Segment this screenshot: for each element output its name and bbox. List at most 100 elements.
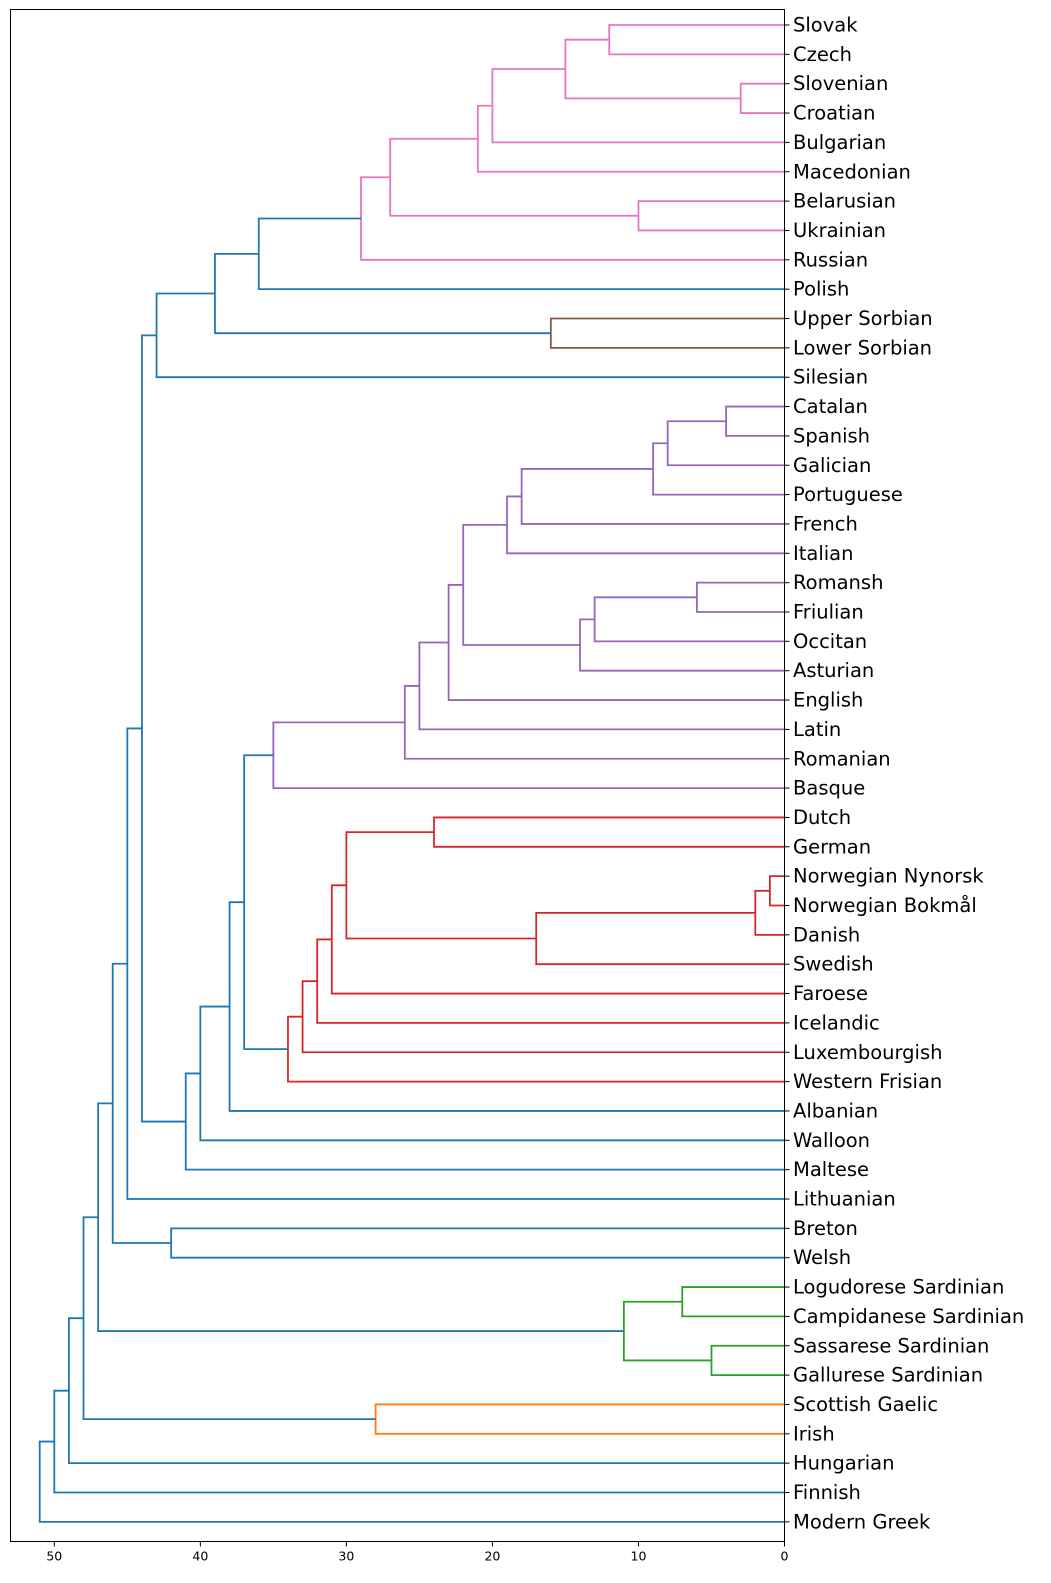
leaf-label-albanian: Albanian — [793, 1099, 878, 1122]
dendrogram-link-d6 — [330, 884, 785, 995]
leaf-label-slovenian: Slovenian — [793, 72, 888, 95]
leaf-label-norwegian-nynorsk: Norwegian Nynorsk — [793, 865, 984, 888]
dendrogram-link-h4 — [53, 1389, 785, 1494]
x-tick-label: 30 — [338, 1549, 354, 1564]
dendrogram-link-b1 — [725, 405, 785, 437]
leaf-label-friulian: Friulian — [793, 601, 864, 624]
dendrogram-link-e2 — [228, 901, 785, 1112]
dendrogram-link-h2 — [82, 1216, 376, 1421]
leaf-label-polish: Polish — [793, 278, 849, 301]
dendrogram-link-d8 — [301, 980, 785, 1054]
dendrogram-link-d2 — [768, 875, 785, 907]
dendrogram-link-g2 — [710, 1344, 785, 1376]
dendrogram-link-g3 — [622, 1300, 712, 1362]
leaf-label-russian: Russian — [793, 248, 868, 271]
dendrogram-link-a3 — [564, 38, 741, 100]
leaf-label-campidanese-sardinian: Campidanese Sardinian — [793, 1305, 1024, 1328]
leaf-label-luxembourgish: Luxembourgish — [793, 1041, 942, 1064]
dendrogram-link-f1 — [170, 1227, 785, 1259]
leaf-label-italian: Italian — [793, 542, 854, 565]
leaf-labels: Slovak Czech Slovenian Croatian Bulgarian Mac… — [784, 14, 1024, 1533]
leaf-label-ukrainian: Ukrainian — [793, 219, 886, 242]
leaf-label-czech: Czech — [793, 43, 852, 66]
leaf-label-english: English — [793, 689, 863, 712]
x-axis: 50 40 30 20 10 0 — [46, 1541, 789, 1564]
dendrogram-link-a4 — [491, 68, 785, 144]
leaf-label-logudorese-sardinian: Logudorese Sardinian — [793, 1276, 1004, 1299]
dendrogram-link-b10 — [447, 584, 785, 701]
leaf-label-danish: Danish — [793, 923, 860, 946]
dendrogram-link-h1 — [374, 1403, 785, 1435]
leaf-label-modern-greek: Modern Greek — [793, 1510, 931, 1533]
leaf-label-faroese: Faroese — [793, 982, 868, 1005]
leaf-label-slovak: Slovak — [793, 14, 858, 37]
leaf-label-sassarese-sardinian: Sassarese Sardinian — [793, 1334, 989, 1357]
dendrogram-link-a12 — [155, 292, 785, 379]
leaf-label-silesian: Silesian — [793, 366, 868, 389]
dendrogram-link-d5 — [345, 831, 537, 940]
leaf-label-galician: Galician — [793, 454, 871, 477]
leaf-label-german: German — [793, 835, 871, 858]
dendrogram-link-a11 — [214, 252, 551, 335]
leaf-label-walloon: Walloon — [793, 1129, 870, 1152]
leaf-label-irish: Irish — [793, 1422, 835, 1445]
dendrogram-link-d7 — [316, 938, 785, 1024]
dendrogram-link-g1 — [681, 1286, 785, 1318]
dendrogram-links — [38, 24, 785, 1523]
leaf-label-latin: Latin — [793, 718, 841, 741]
x-tick-label: 0 — [781, 1549, 789, 1564]
leaf-label-swedish: Swedish — [793, 953, 874, 976]
leaf-label-macedonian: Macedonian — [793, 160, 911, 183]
dendrogram-link-a2 — [739, 82, 785, 114]
x-tick-label: 20 — [484, 1549, 500, 1564]
leaf-label-portuguese: Portuguese — [793, 483, 903, 506]
dendrogram-link-e4 — [184, 1072, 785, 1171]
dendrogram-link-b3 — [652, 442, 785, 496]
dendrogram-link-b11 — [418, 641, 785, 731]
leaf-label-western-frisian: Western Frisian — [793, 1070, 942, 1093]
dendrogram-link-d1 — [433, 816, 785, 848]
leaf-label-catalan: Catalan — [793, 395, 868, 418]
leaf-label-romanian: Romanian — [793, 747, 891, 770]
dendrogram-link-b12 — [403, 685, 785, 760]
leaf-label-icelandic: Icelandic — [793, 1011, 880, 1034]
dendrogram-link-a8 — [360, 176, 785, 261]
leaf-label-upper-sorbian: Upper Sorbian — [793, 307, 933, 330]
dendrogram-link-h3 — [68, 1317, 785, 1465]
dendrogram-link-a10 — [549, 317, 785, 349]
leaf-label-maltese: Maltese — [793, 1158, 869, 1181]
leaf-label-spanish: Spanish — [793, 424, 870, 447]
dendrogram-link-b2 — [666, 420, 785, 467]
dendrogram-link-b6 — [695, 581, 785, 613]
leaf-label-scottish-gaelic: Scottish Gaelic — [793, 1393, 938, 1416]
dendrogram-link-e5 — [141, 334, 186, 1123]
dendrogram-link-a9 — [257, 217, 785, 291]
leaf-label-belarusian: Belarusian — [793, 190, 896, 213]
leaf-label-finnish: Finnish — [793, 1481, 861, 1504]
x-tick-label: 50 — [46, 1549, 62, 1564]
leaf-label-romansh: Romansh — [793, 571, 883, 594]
dendrogram-link-b13 — [272, 721, 785, 789]
leaf-label-gallurese-sardinian: Gallurese Sardinian — [793, 1364, 983, 1387]
leaf-label-croatian: Croatian — [793, 102, 875, 125]
plot-frame — [10, 9, 785, 1542]
leaf-label-bulgarian: Bulgarian — [793, 131, 886, 154]
dendrogram-link-b9 — [462, 523, 581, 646]
x-tick-label: 10 — [631, 1549, 647, 1564]
dendrogram-link-a6 — [637, 200, 785, 232]
dendrogram-link-b7 — [593, 596, 785, 643]
leaf-label-breton: Breton — [793, 1217, 858, 1240]
dendrogram-link-a1 — [608, 24, 785, 56]
leaf-label-french: French — [793, 512, 858, 535]
dendrogram-link-e1 — [243, 754, 288, 1051]
leaf-label-dutch: Dutch — [793, 806, 851, 829]
dendrogram-link-d4 — [535, 911, 785, 966]
dendrogram-link-a7 — [389, 137, 639, 217]
leaf-label-norwegian-bokm-l: Norwegian Bokmål — [793, 894, 977, 917]
leaf-label-asturian: Asturian — [793, 659, 874, 682]
dendrogram-link-a5 — [476, 104, 785, 173]
dendrogram-link-b8 — [579, 618, 785, 672]
dendrogram-link-h5 — [38, 1440, 785, 1523]
leaf-label-hungarian: Hungarian — [793, 1452, 894, 1475]
